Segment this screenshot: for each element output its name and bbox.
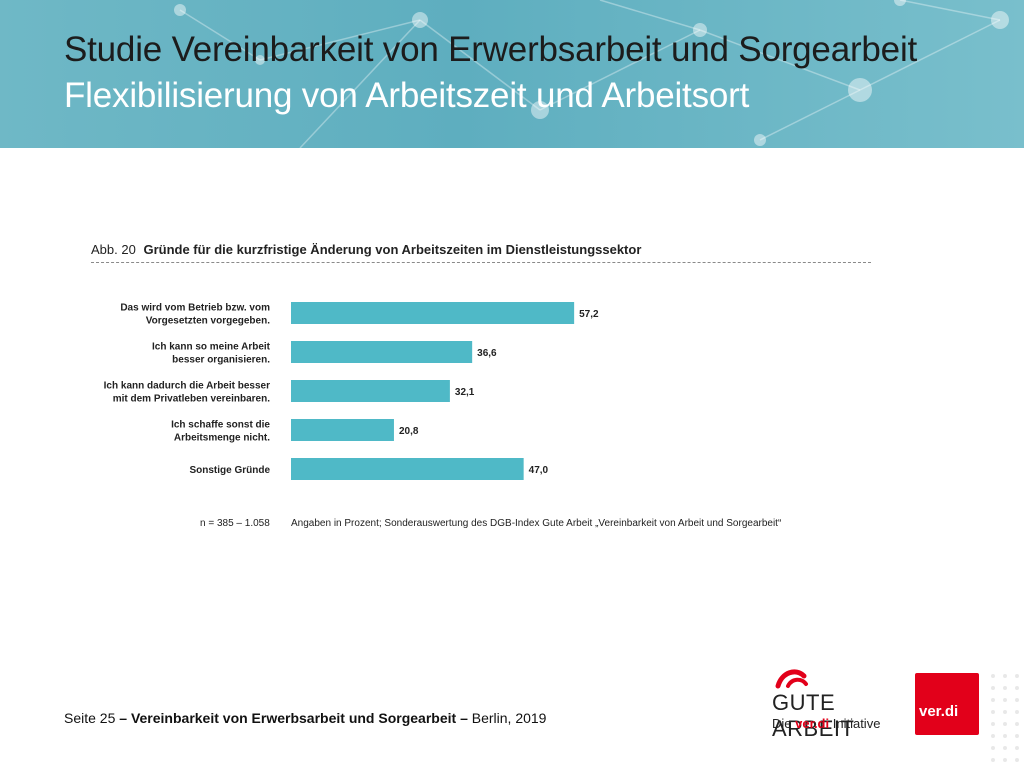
footer-dash-2: –	[460, 710, 468, 726]
category-label-1-line-1: besser organisieren.	[172, 355, 270, 366]
header-banner: Studie Vereinbarkeit von Erwerbsarbeit u…	[0, 0, 1024, 148]
gute-arbeit-logo: GUTE ARBEIT Die ver.di Initiative	[772, 668, 897, 741]
network-background-graphic	[174, 0, 1009, 148]
category-label-2-line-0: Ich kann dadurch die Arbeit besser	[104, 381, 270, 392]
bar-1	[291, 341, 473, 363]
bar-0	[291, 302, 575, 324]
verdi-logo: ver.di	[915, 673, 979, 735]
bar-value-label-4: 47,0	[529, 465, 549, 476]
slide-title: Studie Vereinbarkeit von Erwerbsarbeit u…	[64, 30, 918, 69]
bar-value-label-1: 36,6	[477, 348, 497, 359]
category-label-0-line-1: Vorgesetzten vorgegeben.	[146, 316, 271, 327]
title-divider	[91, 262, 871, 263]
gute-arbeit-tagline: Die ver.di Initiative	[772, 716, 880, 731]
sample-size-note: n = 385 – 1.058	[200, 518, 270, 529]
page-number: Seite 25	[64, 710, 116, 726]
chart-title: Abb. 20 Gründe für die kurzfristige Ände…	[91, 242, 641, 257]
bar-value-label-0: 57,2	[579, 309, 599, 320]
bar-chart: 57,2 Das wird vom Betrieb bzw. vom Vorgese…	[104, 302, 599, 480]
category-label-4-line-0: Sonstige Gründe	[189, 465, 270, 476]
bar-value-label-3: 20,8	[399, 426, 419, 437]
tagline-brand: ver.di	[795, 716, 830, 731]
bar-2	[291, 380, 450, 402]
footer-place-year: Berlin, 2019	[471, 710, 547, 726]
tagline-suffix: Initiative	[832, 716, 881, 731]
gute-arbeit-emblem-icon	[775, 669, 808, 689]
verdi-wordmark: ver.di	[919, 703, 959, 720]
corner-dots-decoration	[991, 674, 1019, 762]
footer-topic: Vereinbarkeit von Erwerbsarbeit und Sorg…	[130, 710, 457, 726]
category-label-3-line-1: Arbeitsmenge nicht.	[174, 433, 270, 444]
footer: Seite 25 – Vereinbarkeit von Erwerbsarbe…	[64, 710, 546, 726]
bar-3	[291, 419, 394, 441]
slide-subtitle: Flexibilisierung von Arbeitszeit und Arb…	[64, 76, 750, 115]
bar-value-label-2: 32,1	[455, 387, 475, 398]
source-note: Angaben in Prozent; Sonderauswertung des…	[291, 518, 782, 529]
bar-4	[291, 458, 524, 480]
figure-label: Abb. 20	[91, 242, 136, 257]
chart-title-text: Gründe für die kurzfristige Änderung von…	[143, 242, 642, 257]
footer-dash-1: –	[119, 710, 128, 726]
category-label-1-line-0: Ich kann so meine Arbeit	[152, 342, 271, 353]
category-label-2-line-1: mit dem Privatleben vereinbaren.	[113, 394, 271, 405]
gute-arbeit-wordmark: GUTE ARBEIT	[772, 690, 855, 741]
tagline-prefix: Die	[772, 716, 792, 731]
category-label-3-line-0: Ich schaffe sonst die	[171, 420, 270, 431]
category-label-0-line-0: Das wird vom Betrieb bzw. vom	[120, 303, 270, 314]
